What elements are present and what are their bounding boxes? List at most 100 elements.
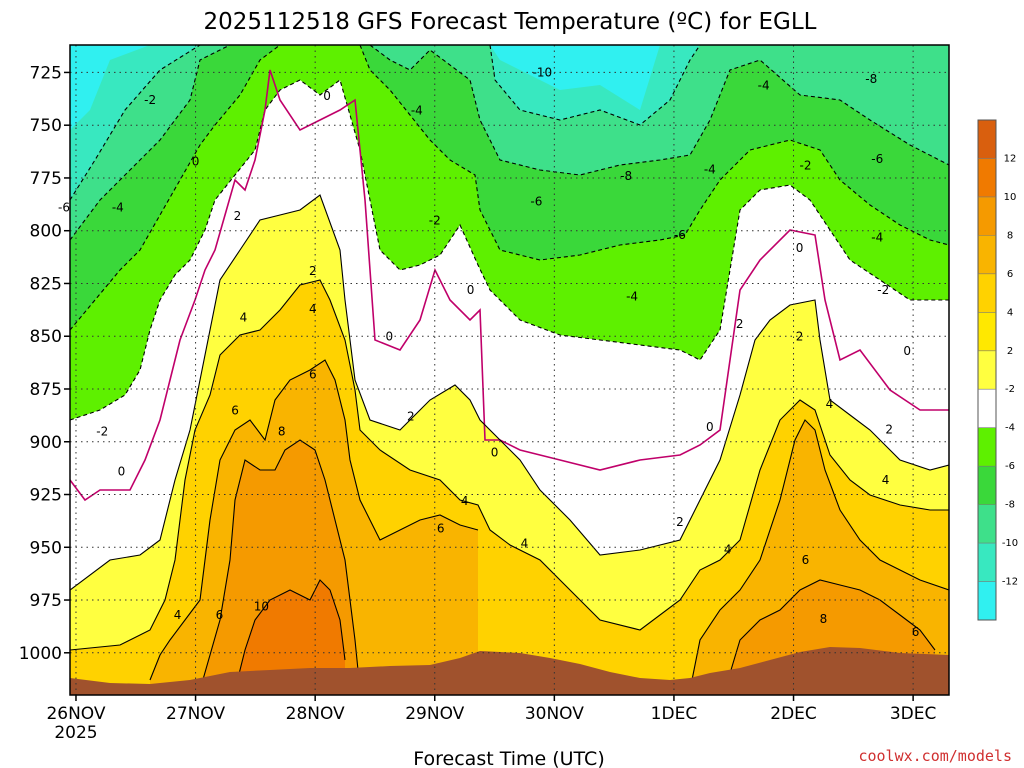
isoline-minus-4 — [70, 45, 949, 331]
x-tick-label: 28NOV — [286, 704, 345, 724]
colorbar-swatch — [978, 466, 996, 506]
x-tick-sublabel: 2025 — [54, 723, 97, 743]
colorbar-label: 6 — [1007, 269, 1013, 280]
contour-label: -2 — [877, 283, 889, 297]
x-tick-label: 3DEC — [890, 704, 937, 724]
x-axis-label: Forecast Time (UTC) — [413, 748, 604, 768]
colorbar-swatch — [978, 389, 996, 429]
contour-label: -6 — [530, 194, 542, 208]
contour-label: 2 — [736, 317, 744, 331]
contour-label: -8 — [620, 169, 632, 183]
band-10 — [235, 580, 345, 690]
colorbar-label: 8 — [1007, 230, 1013, 241]
contour-label: -2 — [144, 93, 156, 107]
contour-label: -8 — [865, 72, 877, 86]
chart-title: 2025112518 GFS Forecast Temperature (ºC)… — [204, 9, 817, 35]
y-tick-label: 775 — [30, 169, 62, 189]
y-tick-label: 850 — [30, 327, 62, 347]
colorbar-swatch — [978, 543, 996, 583]
colorbar-swatch — [978, 504, 996, 544]
contour-label: 2 — [676, 515, 684, 529]
contour-label: 8 — [820, 612, 828, 626]
x-tick-label: 29NOV — [405, 704, 464, 724]
x-tick-label: 1DEC — [651, 704, 698, 724]
contour-label: 4 — [826, 397, 834, 411]
contour-label: -4 — [112, 201, 124, 215]
contour-label: 0 — [706, 420, 714, 434]
contour-label: 0 — [323, 89, 331, 103]
colorbar-frame — [977, 119, 997, 621]
y-tick-label: 875 — [30, 380, 62, 400]
contour-label: -4 — [758, 78, 770, 92]
colorbar-label: 10 — [1004, 192, 1017, 203]
y-tick-label: 825 — [30, 274, 62, 294]
isoline-minus-8 — [70, 45, 701, 201]
isoline-4 — [70, 279, 949, 651]
colorbar-label: -12 — [1002, 577, 1018, 588]
x-tick-label: 26NOV — [46, 704, 105, 724]
colorbar-swatch — [978, 235, 996, 275]
colorbar-label: -6 — [1005, 461, 1015, 472]
filled-contours — [70, 45, 949, 695]
isoline-8 — [199, 439, 936, 691]
contour-label: 4 — [521, 536, 529, 550]
colorbar-swatch — [978, 273, 996, 313]
colorbar-swatch — [978, 196, 996, 236]
isoline-minus-6 — [70, 45, 949, 241]
contour-label: -2 — [800, 159, 812, 173]
contour-label: 2 — [885, 422, 893, 436]
isoline-10 — [234, 579, 346, 691]
contour-label: 0 — [903, 344, 911, 358]
contour-label: 6 — [216, 608, 224, 622]
y-tick-label: 975 — [30, 591, 62, 611]
y-tick-label: 925 — [30, 486, 62, 506]
y-tick-label: 900 — [30, 433, 62, 453]
gridlines — [70, 45, 949, 695]
credit-link[interactable]: coolwx.com/models — [858, 747, 1012, 765]
contour-label: -4 — [411, 104, 423, 118]
contour-label: -4 — [704, 163, 716, 177]
plot-frame — [69, 44, 950, 696]
colorbar-label: -8 — [1005, 500, 1015, 511]
contour-label: -6 — [674, 228, 686, 242]
contour-label: -2 — [429, 213, 441, 227]
colorbar-label: -2 — [1005, 384, 1015, 395]
contour-lines — [70, 45, 949, 691]
colorbar-swatch — [978, 581, 996, 621]
contour-label: 4 — [882, 473, 890, 487]
terrain — [70, 647, 949, 695]
x-tick-label: 27NOV — [166, 704, 225, 724]
contour-label: 4 — [174, 608, 182, 622]
contour-label: 2 — [407, 410, 415, 424]
colorbar-swatch — [978, 350, 996, 390]
contour-label: 2 — [309, 264, 317, 278]
contour-label: 6 — [437, 522, 445, 536]
contour-label: -4 — [626, 289, 638, 303]
colorbar-swatch — [978, 158, 996, 198]
y-tick-label: 950 — [30, 538, 62, 558]
contour-label: 10 — [254, 600, 269, 614]
contour-label: -6 — [871, 152, 883, 166]
contour-label: 6 — [802, 553, 810, 567]
contour-label: -10 — [533, 66, 553, 80]
contour-label: 6 — [912, 625, 920, 639]
colorbar-label: 2 — [1007, 346, 1013, 357]
colorbar-swatch — [978, 120, 996, 159]
contour-label: 0 — [796, 241, 804, 255]
contour-label: 8 — [278, 424, 286, 438]
isoline-minus-2 — [70, 79, 949, 421]
colorbar-swatch — [978, 312, 996, 352]
contour-label: -6 — [58, 201, 70, 215]
contour-labels: -2 0 2 4 6 8 10 6 4 -6 -4 -2 0 0 2 4 6 -4 -2 0 2 4 6 0 0 4 -10 -6 -8… — [58, 66, 919, 639]
x-tick-label: 2DEC — [770, 704, 817, 724]
colorbar-label: -4 — [1005, 423, 1015, 434]
colorbar-label: -10 — [1002, 538, 1018, 549]
y-tick-label: 800 — [30, 222, 62, 242]
contour-label: 4 — [724, 543, 732, 557]
contour-label: 6 — [231, 403, 239, 417]
contour-label: -2 — [96, 424, 108, 438]
y-tick-label: 750 — [30, 116, 62, 136]
colorbar-label: 4 — [1007, 307, 1013, 318]
